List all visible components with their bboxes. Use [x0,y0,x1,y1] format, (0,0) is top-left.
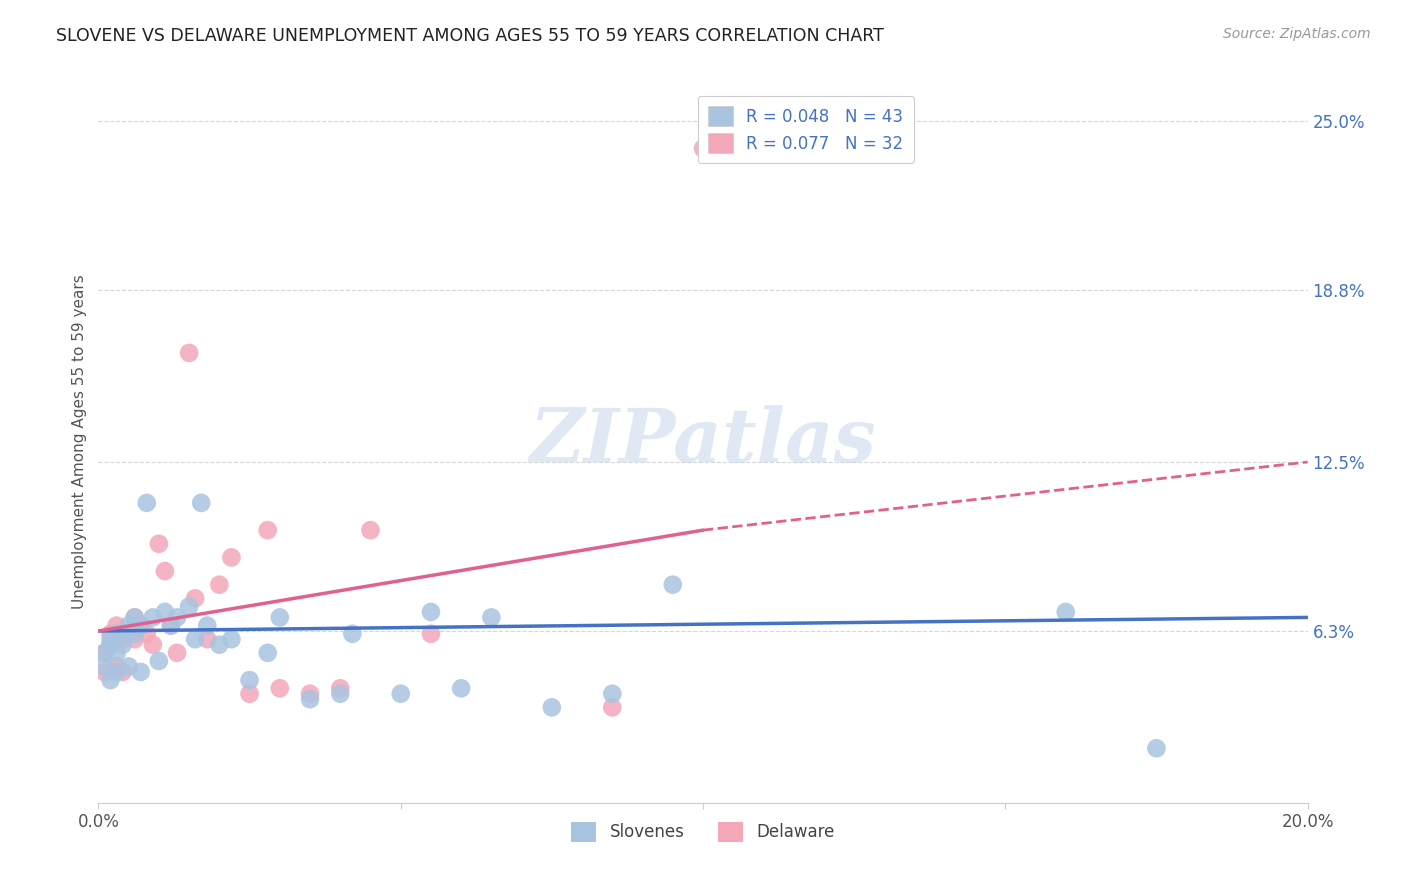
Point [190,496,212,510]
Point [239,687,262,701]
Point [153,605,176,619]
Point [208,577,231,591]
Point [93,646,115,660]
Point [148,537,170,551]
Point [166,646,188,660]
Point [160,618,183,632]
Point [100,632,122,647]
Point [389,687,412,701]
Point [1144,741,1167,756]
Point [100,673,122,687]
Point [124,610,146,624]
Point [105,618,128,632]
Point [195,618,218,632]
Point [93,659,115,673]
Point [135,626,157,640]
Point [450,681,472,696]
Point [111,632,134,647]
Point [239,673,262,687]
Point [93,665,115,679]
Point [129,618,152,632]
Point [105,659,128,673]
Point [166,610,188,624]
Point [105,626,128,640]
Point [142,638,165,652]
Point [221,550,243,565]
Point [111,626,134,640]
Point [602,700,624,714]
Point [142,610,165,624]
Point [124,610,146,624]
Point [129,618,152,632]
Point [208,638,231,652]
Text: Source: ZipAtlas.com: Source: ZipAtlas.com [1223,27,1371,41]
Y-axis label: Unemployment Among Ages 55 to 59 years: Unemployment Among Ages 55 to 59 years [72,274,87,609]
Point [329,687,352,701]
Point [692,141,714,155]
Point [124,632,146,647]
Point [661,577,683,591]
Point [124,626,146,640]
Point [184,632,207,647]
Point [100,626,122,640]
Point [179,346,201,360]
Text: ZIPatlas: ZIPatlas [530,405,876,478]
Point [269,610,291,624]
Point [100,638,122,652]
Text: SLOVENE VS DELAWARE UNEMPLOYMENT AMONG AGES 55 TO 59 YEARS CORRELATION CHART: SLOVENE VS DELAWARE UNEMPLOYMENT AMONG A… [56,27,884,45]
Point [269,681,291,696]
Point [360,523,382,537]
Point [540,700,562,714]
Point [195,632,218,647]
Point [105,646,128,660]
Point [329,681,352,696]
Point [184,591,207,606]
Point [420,626,443,640]
Point [118,618,141,632]
Point [118,626,141,640]
Point [256,646,278,660]
Point [129,665,152,679]
Legend: Slovenes, Delaware: Slovenes, Delaware [565,815,841,848]
Point [1054,605,1077,619]
Point [602,687,624,701]
Point [299,692,322,706]
Point [221,632,243,647]
Point [135,496,157,510]
Point [256,523,278,537]
Point [105,665,128,679]
Point [342,626,364,640]
Point [153,564,176,578]
Point [111,638,134,652]
Point [111,665,134,679]
Point [420,605,443,619]
Point [93,646,115,660]
Point [481,610,503,624]
Point [299,687,322,701]
Point [118,659,141,673]
Point [179,599,201,614]
Point [160,618,183,632]
Point [148,654,170,668]
Point [100,638,122,652]
